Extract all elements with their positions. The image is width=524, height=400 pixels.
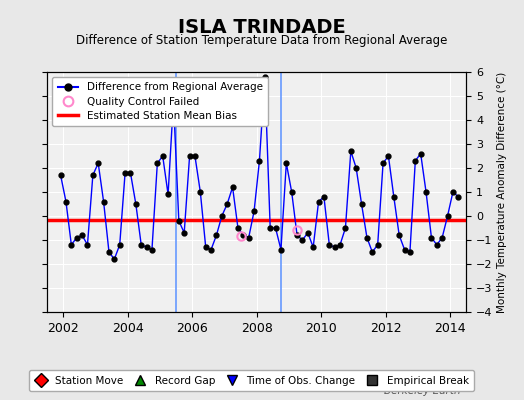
- Legend: Station Move, Record Gap, Time of Obs. Change, Empirical Break: Station Move, Record Gap, Time of Obs. C…: [29, 370, 474, 391]
- Text: Berkeley Earth: Berkeley Earth: [385, 386, 461, 396]
- Text: ISLA TRINDADE: ISLA TRINDADE: [178, 18, 346, 37]
- Text: Difference of Station Temperature Data from Regional Average: Difference of Station Temperature Data f…: [77, 34, 447, 47]
- Legend: Difference from Regional Average, Quality Control Failed, Estimated Station Mean: Difference from Regional Average, Qualit…: [52, 77, 268, 126]
- Y-axis label: Monthly Temperature Anomaly Difference (°C): Monthly Temperature Anomaly Difference (…: [497, 71, 507, 313]
